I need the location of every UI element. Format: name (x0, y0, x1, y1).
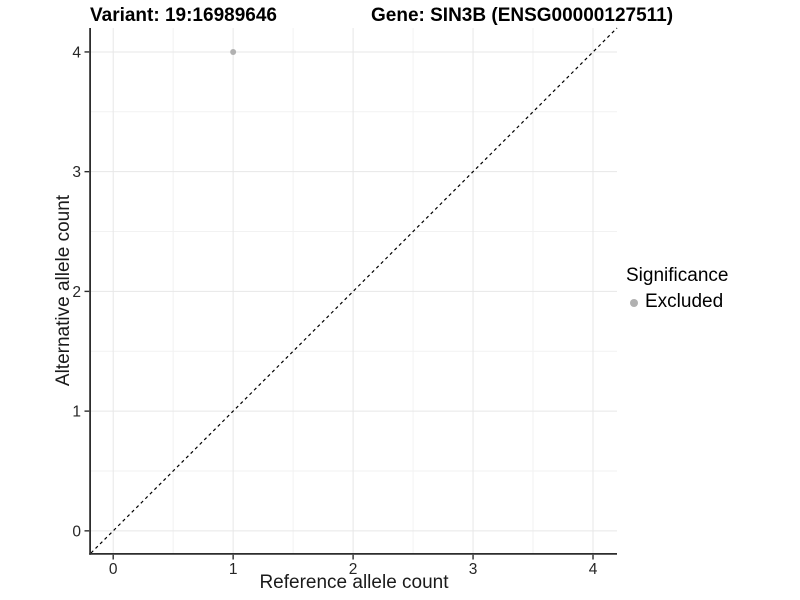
y-tick-label: 4 (72, 44, 81, 61)
y-axis-label: Alternative allele count (53, 194, 74, 387)
x-axis-label: Reference allele count (259, 572, 449, 593)
y-tick-label: 2 (72, 284, 81, 301)
x-tick-label: 0 (109, 561, 118, 578)
excluded-marker-icon (630, 299, 638, 307)
y-tick-label: 0 (72, 523, 81, 540)
data-point-excluded (230, 48, 237, 55)
x-tick-label: 3 (469, 561, 478, 578)
legend: Significance Excluded (626, 265, 728, 313)
x-tick-label: 4 (589, 561, 598, 578)
y-tick-label: 3 (72, 164, 81, 181)
plot-title-variant: Variant: 19:16989646 (90, 5, 277, 26)
identity-dashed-line (90, 27, 618, 554)
legend-item-label: Excluded (645, 291, 724, 312)
legend-item-excluded: Excluded (626, 291, 728, 313)
legend-title: Significance (626, 265, 729, 286)
y-tick-label: 1 (72, 404, 81, 421)
plot-title-gene: Gene: SIN3B (ENSG00000127511) (371, 5, 674, 26)
x-tick-label: 1 (229, 561, 238, 578)
x-tick-label: 2 (349, 561, 358, 578)
